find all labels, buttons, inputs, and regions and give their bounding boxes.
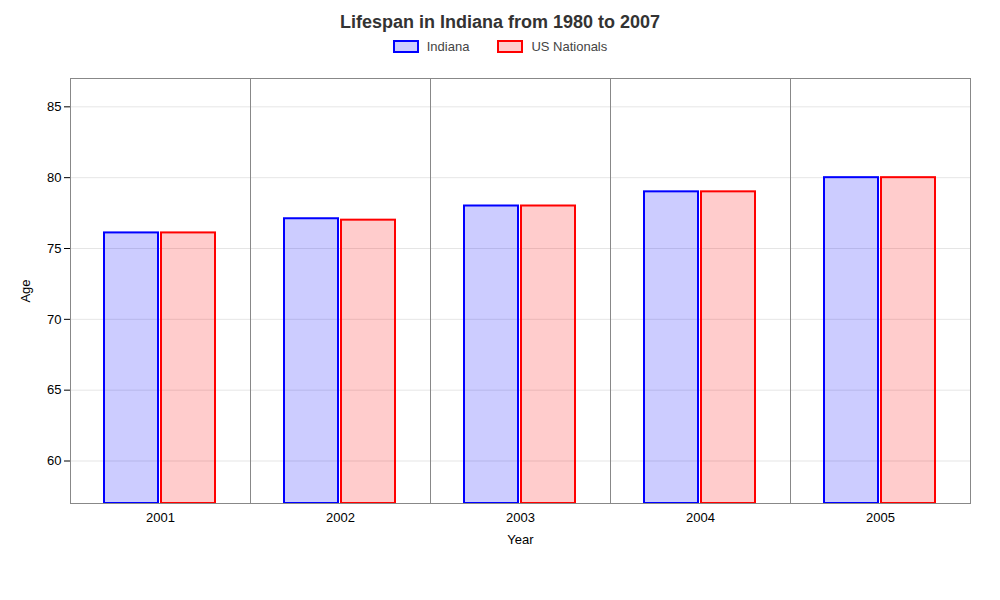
html-text:Indiana: Indiana: [426, 39, 470, 54]
svg-text:80: 80: [47, 170, 61, 185]
svg-text:70: 70: [47, 311, 61, 326]
html-text:US Nationals: US Nationals: [531, 39, 608, 54]
svg-text:75: 75: [47, 241, 61, 256]
html-text:Lifespan in Indiana from 1980: Lifespan in Indiana from 1980 to 2007: [339, 12, 660, 32]
svg-text:2005: 2005: [866, 510, 895, 525]
svg-text:2001: 2001: [146, 510, 175, 525]
svg-text:2003: 2003: [506, 510, 535, 525]
svg-text:Age: Age: [18, 279, 33, 302]
svg-text:Year: Year: [507, 532, 534, 547]
svg-text:65: 65: [47, 382, 61, 397]
svg-text:85: 85: [47, 99, 61, 114]
svg-text:2004: 2004: [686, 510, 715, 525]
svg-text:2002: 2002: [326, 510, 355, 525]
svg-text:60: 60: [47, 453, 61, 468]
